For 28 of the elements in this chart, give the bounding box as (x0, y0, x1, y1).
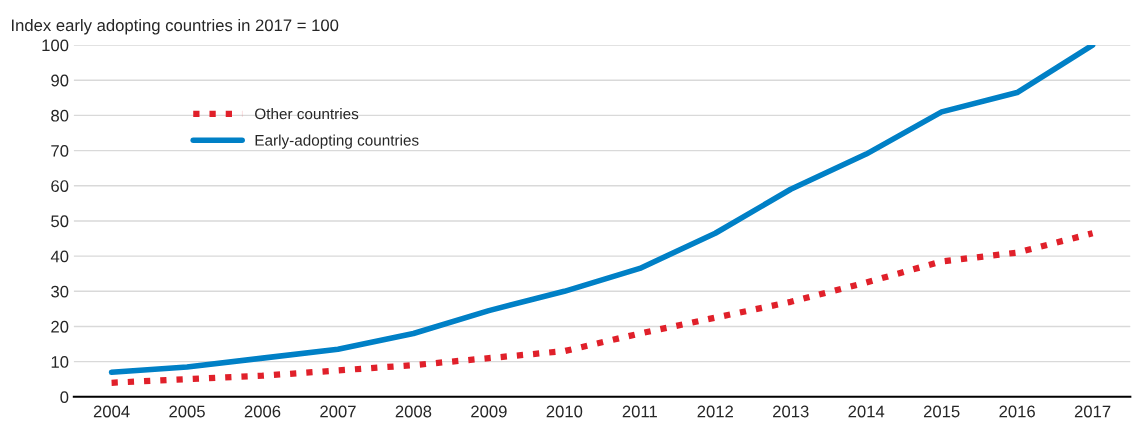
y-tick-label: 0 (60, 391, 69, 404)
x-tick-label: 2015 (923, 405, 960, 418)
x-tick-label: 2009 (471, 405, 507, 418)
y-tick-label: 70 (51, 144, 69, 157)
y-tick-label: 100 (42, 39, 69, 52)
x-tick-label: 2007 (320, 405, 356, 418)
x-tick-label: 2013 (773, 405, 809, 418)
y-tick-label: 10 (51, 356, 69, 368)
x-tick-label: 2006 (244, 405, 281, 418)
y-tick-label: 50 (51, 215, 69, 228)
x-tick-label: 2011 (622, 405, 657, 418)
legend-label: Other countries (255, 108, 359, 120)
y-tick-label: 40 (50, 250, 69, 263)
y-tick-label: 80 (51, 109, 69, 122)
x-tick-label: 2012 (697, 405, 733, 418)
legend-label: Early-adopting countries (255, 134, 419, 149)
x-tick-label: 2016 (999, 405, 1035, 418)
y-tick-label: 90 (51, 74, 69, 87)
y-tick-label: 20 (51, 320, 69, 333)
y-tick-label: 60 (51, 180, 69, 192)
x-tick-label: 2010 (546, 405, 583, 418)
x-tick-label: 2005 (169, 405, 205, 418)
y-axis-title: Index early adopting countries in 2017 = 100 (11, 18, 339, 35)
y-tick-label: 30 (51, 285, 69, 298)
x-tick-label: 2008 (395, 405, 432, 418)
x-tick-label: 2014 (848, 405, 885, 418)
x-tick-label: 2004 (93, 405, 130, 418)
x-tick-label: 2017 (1074, 405, 1111, 418)
